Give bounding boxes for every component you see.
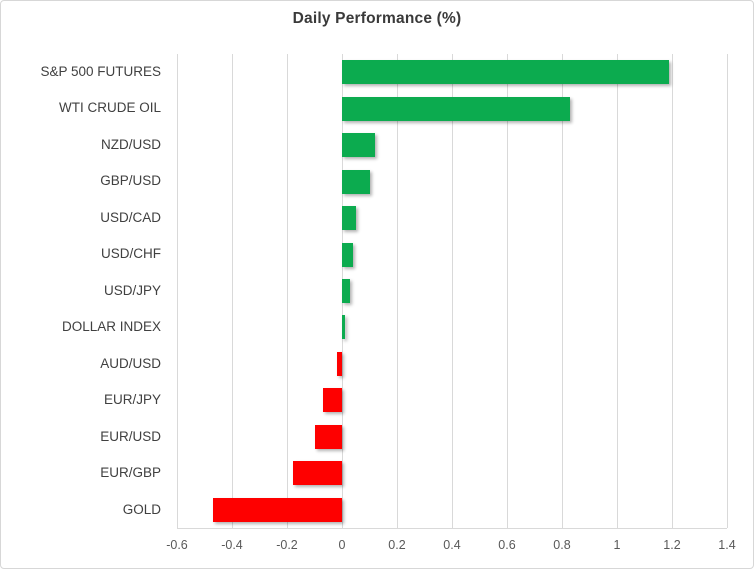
x-tick-label: 0.4 xyxy=(443,538,461,552)
gridline xyxy=(451,54,453,528)
gridline xyxy=(726,54,728,528)
bar-gbp-usd xyxy=(342,169,370,194)
bar-eur-jpy xyxy=(322,388,342,413)
category-label-eur-gbp: EUR/GBP xyxy=(100,465,161,481)
x-tick-label: 1.4 xyxy=(718,538,736,552)
gridline xyxy=(506,54,508,528)
bar-usd-chf xyxy=(342,242,353,267)
x-axis-line xyxy=(177,528,727,529)
bar-usd-cad xyxy=(342,206,356,231)
category-label-nzd-usd: NZD/USD xyxy=(101,136,161,152)
gridline xyxy=(176,54,178,528)
chart-title: Daily Performance (%) xyxy=(292,10,462,27)
category-label-usd-chf: USD/CHF xyxy=(101,246,161,262)
gridline xyxy=(231,54,233,528)
x-tick-label: -0.2 xyxy=(276,538,298,552)
category-label-dollar-index: DOLLAR INDEX xyxy=(61,319,161,335)
plot-area xyxy=(176,54,728,529)
bar-wti-crude-oil xyxy=(342,96,571,121)
bar-eur-usd xyxy=(314,424,342,449)
bar-eur-gbp xyxy=(292,461,342,486)
x-tick-label: -0.4 xyxy=(221,538,243,552)
category-label-wti-crude-oil: WTI CRUDE OIL xyxy=(58,100,161,116)
bar-gold xyxy=(212,497,342,522)
x-tick-label: 0.2 xyxy=(388,538,406,552)
gridline xyxy=(561,54,563,528)
gridline xyxy=(616,54,618,528)
category-label-eur-usd: EUR/USD xyxy=(100,428,161,444)
x-tick-label: 1 xyxy=(613,538,621,552)
category-label-usd-jpy: USD/JPY xyxy=(103,282,161,298)
bar-nzd-usd xyxy=(342,133,375,158)
x-tick-label: 0.8 xyxy=(553,538,571,552)
bar-dollar-index xyxy=(342,315,345,340)
bar-s-p-500-futures xyxy=(342,60,670,85)
x-tick-label: 0 xyxy=(338,538,346,552)
gridline xyxy=(396,54,398,528)
bar-usd-jpy xyxy=(342,279,351,303)
bar-aud-usd xyxy=(336,351,342,376)
gridline xyxy=(671,54,673,528)
category-label-s-p-500-futures: S&P 500 FUTURES xyxy=(40,64,161,79)
x-tick-label: -0.6 xyxy=(166,538,188,552)
category-label-gbp-usd: GBP/USD xyxy=(100,173,161,189)
gridline xyxy=(286,54,288,528)
x-tick-label: 1.2 xyxy=(663,538,681,552)
category-label-eur-jpy: EUR/JPY xyxy=(103,392,161,408)
category-label-aud-usd: AUD/USD xyxy=(100,355,161,371)
category-label-gold: GOLD xyxy=(122,501,161,517)
category-label-usd-cad: USD/CAD xyxy=(100,209,161,225)
x-tick-label: 0.6 xyxy=(498,538,516,552)
